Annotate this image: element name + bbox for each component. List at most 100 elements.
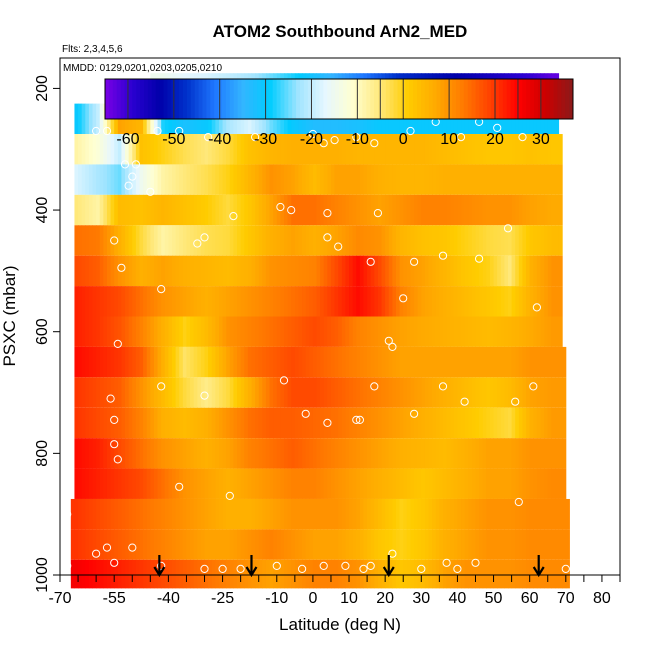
heatmap-cell [88,255,94,287]
sample-point [323,233,332,242]
heatmap-cell [349,529,354,560]
heatmap-cell [168,377,173,408]
heatmap-cell [125,559,130,589]
heatmap-cell [504,316,509,347]
heatmap-cell [258,194,263,226]
heatmap-cell [374,255,379,287]
heatmap-cell [273,255,278,287]
sample-point [330,136,339,145]
heatmap-cell [403,255,408,287]
heatmap-cell [508,498,513,530]
heatmap-cell [262,134,267,165]
heatmap-cell [356,194,361,226]
heatmap-cell [215,377,220,408]
heatmap-cell [410,438,415,469]
heatmap-cell [497,286,502,317]
heatmap-cell [186,225,191,256]
heatmap-cell [85,255,90,287]
colorbar-cell [350,79,355,119]
heatmap-cell [164,559,169,589]
colorbar-cell [140,79,145,119]
heatmap-cell [504,255,509,287]
heatmap-cell [381,286,386,317]
heatmap-cell [479,529,484,560]
heatmap-cell [428,559,433,589]
heatmap-cell [399,346,404,378]
heatmap-cell [291,559,296,589]
heatmap-cell [262,316,267,347]
heatmap-cell [168,438,173,469]
heatmap-cell [258,438,263,469]
heatmap-cell [128,559,133,589]
heatmap-cell [446,529,451,560]
heatmap-cell [410,529,415,560]
heatmap-cell [226,407,231,439]
heatmap-cell [103,286,108,317]
heatmap-cell [92,346,97,378]
colorbar-cell [420,79,426,119]
heatmap-cell [345,316,350,347]
heatmap-cell [161,498,166,530]
colorbar-cell [218,79,223,119]
heatmap-cell [143,377,148,408]
heatmap-cell [74,468,79,499]
heatmap-cell [381,529,386,560]
heatmap-cell [269,498,274,530]
heatmap-cell [544,194,549,226]
heatmap-cell [428,407,433,439]
heatmap-cell [489,134,495,165]
heatmap-cell [320,164,325,195]
colorbar-cell [362,79,367,119]
heatmap-cell [182,498,187,530]
heatmap-cell [135,498,140,530]
heatmap-cell [359,529,364,560]
heatmap-cell [157,164,162,195]
heatmap-cell [526,164,531,195]
colorbar-cell [346,79,352,119]
heatmap-cell [330,316,336,347]
heatmap-cell [359,438,364,469]
heatmap-cell [504,498,509,530]
heatmap-cell [143,255,148,287]
heatmap-cell [536,438,542,469]
heatmap-cell [179,529,184,560]
heatmap-cell [237,438,242,469]
heatmap-cell [237,407,242,439]
heatmap-cell [218,407,224,439]
heatmap-cell [182,377,187,408]
heatmap-cell [96,559,101,589]
heatmap-cell [251,255,256,287]
heatmap-cell [226,498,231,530]
heatmap-cell [204,194,209,226]
heatmap-cell [457,164,462,195]
heatmap-cell [392,225,397,256]
colorbar-cell [190,79,196,119]
heatmap-cell [305,438,310,469]
heatmap-cell [294,559,299,589]
heatmap-cell [153,468,159,499]
colorbar-cell [534,79,539,119]
heatmap-cell [540,498,545,530]
heatmap-cell [233,468,238,499]
heatmap-cell [504,559,509,589]
heatmap-cell [92,559,97,589]
heatmap-cell [204,438,209,469]
heatmap-cell [309,225,314,256]
sample-point [272,561,281,571]
heatmap-cell [218,316,224,347]
heatmap-cell [414,377,419,408]
heatmap-cell [565,559,570,589]
heatmap-cell [222,407,227,439]
heatmap-cell [508,407,513,439]
heatmap-cell [164,194,169,226]
heatmap-cell [493,316,498,347]
heatmap-cell [190,194,195,226]
heatmap-cell [374,316,379,347]
colorbar-cell [479,79,484,119]
heatmap-cell [370,377,375,408]
heatmap-cell [547,286,552,317]
heatmap-cell [396,164,401,195]
heatmap-cell [135,255,140,287]
heatmap-cell [529,194,534,226]
heatmap-cell [106,438,112,469]
